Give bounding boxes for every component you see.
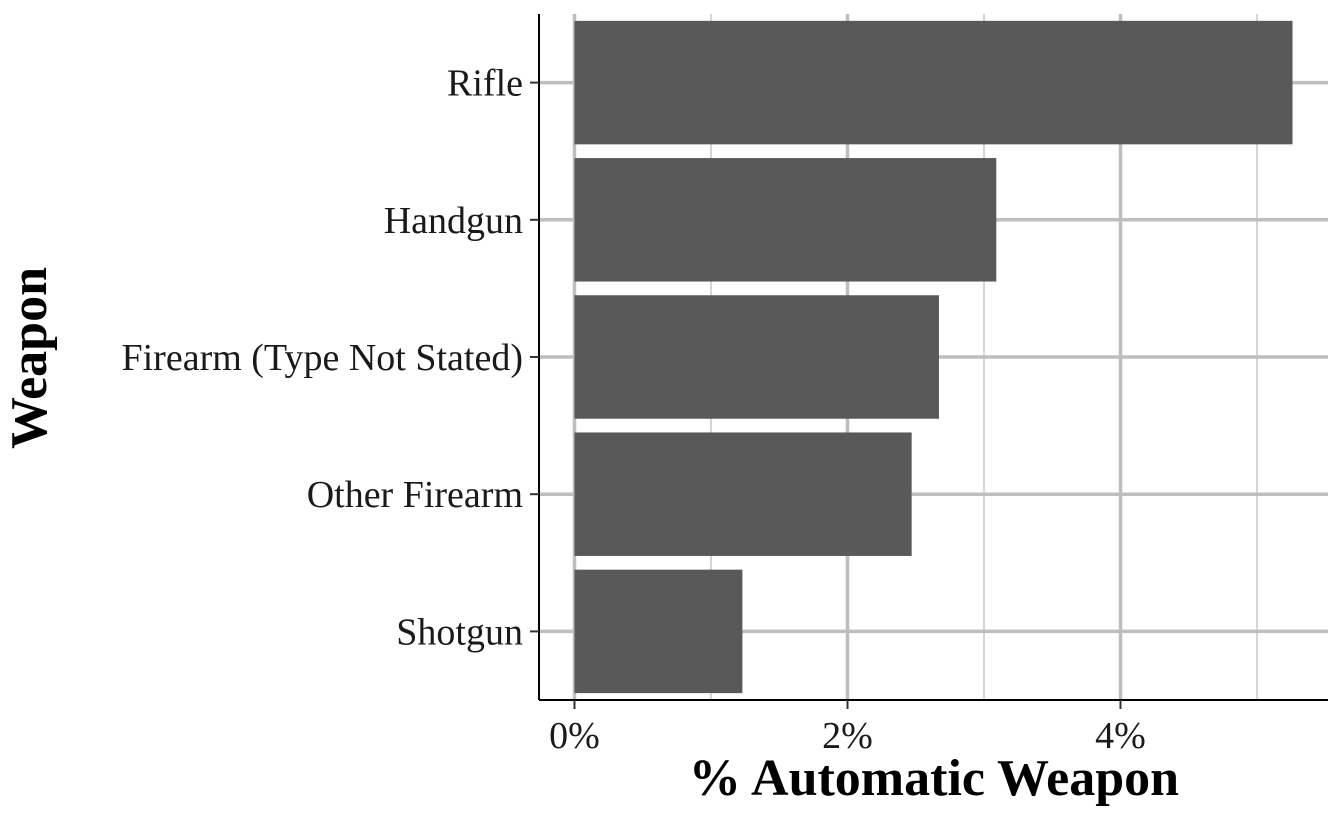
y-tick-label: Handgun: [384, 200, 523, 242]
bar-shotgun: [574, 569, 743, 694]
y-tick-label: Other Firearm: [307, 474, 523, 516]
bars: [574, 20, 1293, 694]
bar-rifle: [574, 20, 1293, 145]
y-tick-label: Firearm (Type Not Stated): [121, 337, 523, 379]
tick-labels: Rifle Handgun Firearm (Type Not Stated) Oth…: [121, 63, 1145, 757]
y-tick-label: Shotgun: [396, 611, 523, 653]
x-tick-label: 2%: [822, 715, 873, 757]
y-axis-title: Weapon: [1, 267, 58, 449]
axes: [530, 14, 1328, 709]
x-tick-label: 4%: [1095, 715, 1146, 757]
bar-firearm-type-not-stated: [574, 295, 939, 419]
bar-handgun: [574, 158, 997, 282]
bar-other-firearm: [574, 432, 912, 556]
y-tick-label: Rifle: [447, 63, 523, 105]
x-axis-title: % Automatic Weapon: [689, 750, 1179, 807]
x-tick-label: 0%: [549, 715, 600, 757]
